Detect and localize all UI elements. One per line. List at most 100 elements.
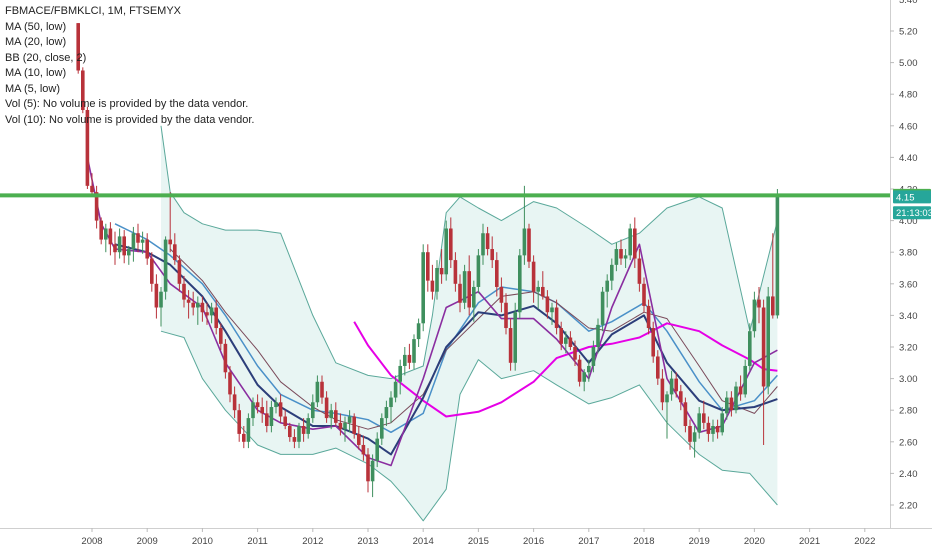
candle[interactable] [334, 402, 338, 426]
candle[interactable] [692, 426, 697, 458]
legend-ma5[interactable]: MA (5, low) [5, 82, 61, 95]
candle[interactable] [228, 365, 232, 403]
candle[interactable] [384, 400, 389, 426]
candle[interactable] [623, 249, 628, 268]
candle[interactable] [108, 222, 113, 256]
candle[interactable] [357, 426, 361, 450]
candle[interactable] [343, 416, 347, 442]
candle[interactable] [651, 321, 655, 363]
candle[interactable] [370, 454, 375, 498]
candle[interactable] [734, 381, 738, 414]
candle[interactable] [117, 228, 122, 259]
candle[interactable] [614, 242, 619, 272]
candle[interactable] [605, 274, 609, 308]
legend-ma10[interactable]: MA (10, low) [5, 67, 67, 79]
candle[interactable] [771, 233, 775, 319]
candle[interactable] [430, 264, 435, 300]
candle[interactable] [536, 280, 540, 310]
candle[interactable] [729, 391, 734, 417]
candle[interactable] [306, 413, 310, 439]
candle[interactable] [642, 277, 646, 313]
candle[interactable] [315, 375, 320, 408]
candle[interactable] [610, 258, 614, 291]
symbol-title[interactable]: FBMACE/FBMKLCI, 1M, FTSEMYX [5, 5, 182, 17]
candle[interactable] [550, 302, 554, 325]
candle[interactable] [232, 386, 237, 419]
candle[interactable] [274, 397, 278, 414]
candle[interactable] [403, 347, 407, 376]
candle[interactable] [761, 299, 766, 445]
candle[interactable] [513, 302, 517, 371]
legend-vol5[interactable]: Vol (5): No volume is provided by the da… [5, 98, 249, 110]
candle[interactable] [251, 397, 255, 426]
candle[interactable] [527, 223, 531, 268]
candle[interactable] [766, 286, 770, 395]
candle[interactable] [297, 422, 301, 449]
candle[interactable] [559, 321, 563, 351]
candle[interactable] [366, 448, 370, 493]
candle[interactable] [472, 280, 476, 322]
candle[interactable] [508, 318, 513, 371]
candle[interactable] [76, 23, 80, 74]
candle[interactable] [587, 359, 591, 382]
candle[interactable] [182, 275, 186, 308]
candle[interactable] [168, 192, 172, 253]
candle[interactable] [311, 394, 315, 423]
candle[interactable] [389, 391, 393, 423]
candle[interactable] [453, 252, 458, 292]
candle[interactable] [688, 419, 692, 450]
candle[interactable] [150, 252, 154, 292]
candle[interactable] [573, 340, 577, 366]
candle[interactable] [278, 394, 283, 423]
candle[interactable] [518, 249, 522, 319]
candle[interactable] [269, 400, 274, 433]
candle[interactable] [656, 350, 660, 385]
candle[interactable] [347, 410, 352, 433]
candle[interactable] [476, 249, 481, 294]
candle[interactable] [255, 394, 260, 414]
candle[interactable] [541, 271, 545, 300]
candle[interactable] [283, 410, 287, 430]
candle[interactable] [375, 432, 379, 468]
candle[interactable] [145, 233, 149, 265]
legend-ma20[interactable]: MA (20, low) [5, 36, 67, 48]
candle[interactable] [127, 245, 131, 265]
candle[interactable] [596, 318, 600, 354]
candle[interactable] [554, 299, 559, 335]
candle[interactable] [633, 217, 637, 268]
candle[interactable] [504, 293, 508, 335]
candle[interactable] [242, 426, 246, 449]
candle[interactable] [600, 286, 605, 332]
candle[interactable] [246, 413, 251, 449]
candle[interactable] [467, 255, 471, 316]
candle[interactable] [591, 340, 596, 373]
candle[interactable] [674, 372, 678, 398]
candle[interactable] [329, 403, 333, 430]
candle[interactable] [99, 217, 103, 245]
candle[interactable] [683, 397, 688, 433]
candle[interactable] [426, 244, 430, 292]
candle[interactable] [499, 277, 504, 313]
candle[interactable] [81, 67, 85, 114]
candle[interactable] [738, 375, 743, 401]
candle[interactable] [725, 391, 729, 420]
candle[interactable] [743, 359, 747, 398]
candle[interactable] [485, 226, 490, 256]
candle[interactable] [177, 255, 182, 292]
candle[interactable] [490, 236, 494, 268]
candle[interactable] [324, 391, 329, 423]
candle[interactable] [223, 339, 228, 379]
legend-ma50[interactable]: MA (50, low) [5, 20, 67, 33]
candle[interactable] [564, 331, 568, 354]
candle[interactable] [577, 354, 582, 387]
candle[interactable] [757, 286, 761, 324]
candle[interactable] [407, 343, 412, 370]
candle[interactable] [90, 173, 94, 197]
candle[interactable] [637, 249, 642, 292]
candle[interactable] [260, 397, 264, 423]
candle[interactable] [361, 435, 366, 461]
candle[interactable] [697, 407, 701, 439]
candle[interactable] [301, 418, 306, 442]
candle[interactable] [462, 264, 467, 310]
